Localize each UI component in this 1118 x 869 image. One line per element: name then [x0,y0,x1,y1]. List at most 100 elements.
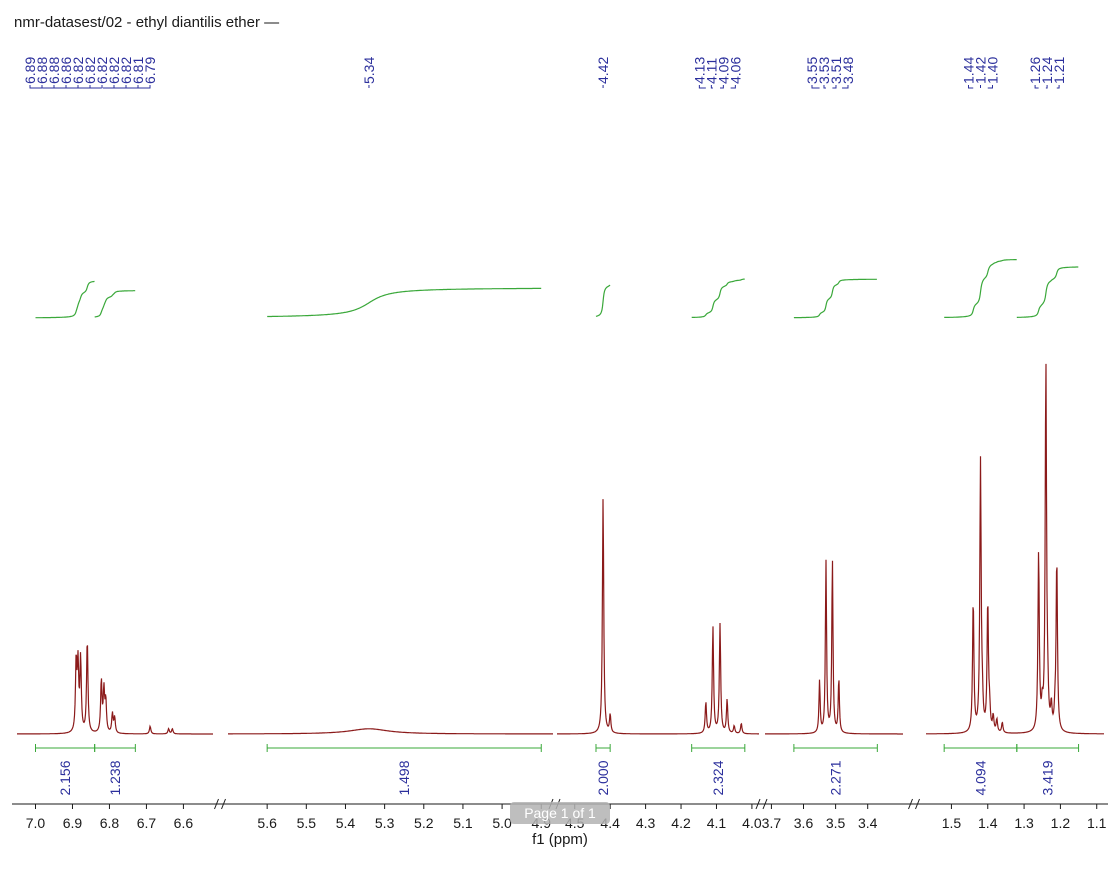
peak-shift-label: 6.79 [142,57,158,84]
spectrum-layer [17,363,1104,735]
peak-shift-label: 1.21 [1051,57,1067,84]
peak-shift-label: 3.48 [840,57,856,84]
peak-shift-label: 1.26 [1027,57,1043,84]
peak-shift-label: 6.89 [22,57,38,84]
x-tick-label: 6.9 [63,815,83,831]
peak-shift-label: 1.24 [1039,57,1055,84]
peak-connector [1045,85,1048,89]
peak-labels-layer: 6.896.886.886.866.826.826.826.826.826.81… [22,57,1067,89]
x-tick-label: 1.2 [1051,815,1071,831]
chart-title: nmr-datasest/02 - ethyl diantilis ether … [14,14,280,31]
peak-shift-label: 1.42 [972,57,988,84]
x-axis-layer: 7.06.96.86.76.65.65.55.45.35.25.15.04.94… [12,798,1108,831]
axis-break-mark [908,798,913,810]
integral-curve [94,290,136,318]
peak-connector [811,85,820,89]
page-watermark-text: Page 1 of 1 [524,805,596,821]
axis-break-mark [755,798,761,810]
peak-connector [842,85,849,89]
x-tick-label: 3.4 [858,815,878,831]
x-tick-label: 4.1 [707,815,727,831]
integral-value: 1.498 [396,760,412,795]
x-tick-label: 5.0 [492,815,512,831]
peak-connector [832,85,837,89]
x-tick-label: 4.3 [636,815,656,831]
x-tick-label: 1.3 [1014,815,1034,831]
peak-shift-label: 3.55 [804,57,820,84]
x-tick-label: 6.7 [137,815,157,831]
peak-connector [698,85,706,89]
x-tick-label: 5.5 [297,815,317,831]
peak-connector [710,85,713,89]
integral-value: 2.324 [710,760,726,795]
x-tick-label: 5.2 [414,815,434,831]
peak-connector [1056,85,1060,89]
integral-curves-layer [35,259,1079,319]
page-watermark: Page 1 of 1 [510,802,610,824]
peak-shift-label: 6.81 [130,57,146,84]
peak-shift-label: 1.40 [984,57,1000,84]
axis-break-mark [221,798,226,810]
spectrum-trace [765,559,903,735]
peak-shift-label: 6.82 [70,57,86,84]
integral-value: 2.000 [595,760,611,795]
axis-break-mark [762,798,768,810]
x-tick-label: 6.6 [174,815,194,831]
x-tick-label: 5.4 [336,815,356,831]
axis-break-mark [915,798,920,810]
peak-connector [987,85,993,89]
integral-value: 3.419 [1040,760,1056,795]
spectrum-trace [228,728,553,735]
spectrum-trace [17,645,213,735]
x-tick-label: 1.4 [978,815,998,831]
peak-shift-label: 6.82 [118,57,134,84]
x-tick-label: 5.6 [257,815,277,831]
integral-value: 2.156 [57,760,73,795]
integral-curve [595,284,611,317]
peak-shift-label: 4.13 [691,57,707,84]
peak-shift-label: 3.51 [828,57,844,84]
peak-shift-label: 6.82 [94,57,110,84]
peak-shift-label: 6.82 [106,57,122,84]
axis-break-mark [214,798,219,810]
x-tick-label: 7.0 [26,815,46,831]
peak-shift-label: 6.88 [46,57,62,84]
peak-connector [730,85,736,89]
peak-shift-label: 4.42 [595,57,611,84]
integral-curve [35,280,95,319]
peak-shift-label: 4.11 [703,58,719,84]
x-axis-label: f1 (ppm) [532,831,588,848]
integral-curve [944,259,1017,318]
peak-shift-label: 6.86 [58,57,74,84]
x-tick-label: 6.8 [100,815,120,831]
peak-shift-label: 1.44 [960,57,976,84]
peak-shift-label: 4.09 [715,57,731,84]
x-tick-label: 3.6 [794,815,814,831]
integral-value: 1.238 [107,760,123,795]
x-tick-label: 3.5 [826,815,846,831]
spectrum-trace [557,499,759,735]
integral-ranges-layer: 2.156 1.238 1.498 2.000 2.324 2.271 4.094 3.419 [34,744,1080,796]
peak-connector [967,85,974,89]
peak-shift-label: 3.53 [816,57,832,84]
peak-connector [113,85,151,89]
peak-shift-label: 6.88 [34,57,50,84]
x-tick-label: 1.1 [1087,815,1107,831]
peak-shift-label: 5.34 [361,57,377,84]
integral-curve [267,287,542,318]
peak-connector [823,85,826,89]
x-tick-label: 5.3 [375,815,395,831]
integral-value: 4.094 [972,760,988,795]
integral-curve [691,278,745,318]
peak-shift-label: 6.82 [82,57,98,84]
peak-connector [89,85,102,89]
x-tick-label: 4.2 [671,815,691,831]
spectrum-trace [926,363,1104,735]
integral-curve [793,278,877,319]
x-tick-label: 5.1 [453,815,473,831]
integral-value: 2.271 [828,760,844,795]
integral-curve [1016,266,1079,318]
x-tick-label: 4.0 [742,815,762,831]
peak-shift-label: 4.06 [727,57,743,84]
